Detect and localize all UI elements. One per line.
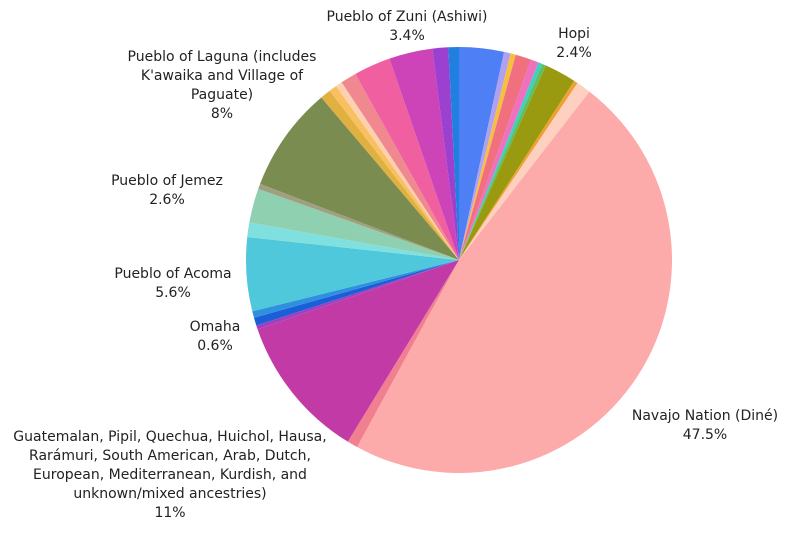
- pie-slice: [249, 188, 459, 260]
- slice-label: Pueblo of Acoma 5.6%: [93, 265, 253, 303]
- slice-value: 2.6%: [149, 192, 185, 208]
- pie-slice: [459, 51, 511, 260]
- pie-slice: [321, 90, 459, 260]
- pie-slice: [459, 53, 516, 261]
- slice-name: Pueblo of Laguna (includes K'awaika and …: [127, 49, 317, 103]
- pie-slice: [459, 65, 575, 260]
- pie-slice: [355, 58, 459, 261]
- slice-label: Hopi 2.4%: [534, 25, 614, 63]
- slice-value: 2.4%: [556, 45, 592, 61]
- slice-label: Pueblo of Zuni (Ashiwi) 3.4%: [297, 8, 517, 46]
- slice-value: 8%: [210, 106, 234, 122]
- pie-slice: [459, 80, 578, 261]
- slice-label: Navajo Nation (Diné) 47.5%: [610, 407, 798, 445]
- pie-slice: [246, 236, 459, 312]
- slice-name: Omaha: [189, 319, 241, 335]
- pie-slice: [252, 260, 459, 318]
- pie-slice: [459, 83, 590, 260]
- pie-slice: [459, 63, 546, 260]
- pie-slice: [432, 47, 459, 260]
- pie-slice: [256, 260, 459, 330]
- slice-value: 47.5%: [682, 427, 728, 443]
- pie-slice: [253, 260, 459, 326]
- pie-slice: [258, 183, 459, 260]
- slice-label: Pueblo of Laguna (includes K'awaika and …: [127, 48, 317, 124]
- pie-slice: [347, 260, 459, 448]
- pie-slice: [389, 48, 459, 260]
- slice-name: Navajo Nation (Diné): [631, 408, 779, 424]
- pie-slice: [448, 47, 459, 260]
- pie-slice: [257, 260, 459, 442]
- slice-name: Pueblo of Jemez: [111, 173, 223, 189]
- pie-slice: [459, 62, 543, 260]
- slice-value: 0.6%: [197, 338, 233, 354]
- slice-value: 3.4%: [389, 28, 425, 44]
- pie-slice: [459, 47, 505, 260]
- slice-name: Guatemalan, Pipil, Quechua, Huichol, Hau…: [13, 429, 327, 502]
- pie-slice: [260, 97, 459, 260]
- slice-label: Omaha 0.6%: [165, 318, 265, 356]
- slice-value: 11%: [154, 505, 186, 521]
- pie-slice: [459, 54, 532, 261]
- pie-slice: [329, 86, 459, 260]
- slice-name: Pueblo of Zuni (Ashiwi): [326, 9, 488, 25]
- slice-label: Pueblo of Jemez 2.6%: [87, 172, 247, 210]
- pie-slice: [341, 73, 459, 260]
- slice-value: 5.6%: [155, 285, 191, 301]
- slice-label: Guatemalan, Pipil, Quechua, Huichol, Hau…: [10, 428, 330, 523]
- pie-slice: [336, 82, 459, 260]
- slice-name: Pueblo of Acoma: [114, 266, 232, 282]
- pie-slice: [357, 91, 672, 473]
- pie-slice: [459, 59, 539, 260]
- pie-slice: [247, 222, 459, 260]
- slice-name: Hopi: [558, 26, 590, 42]
